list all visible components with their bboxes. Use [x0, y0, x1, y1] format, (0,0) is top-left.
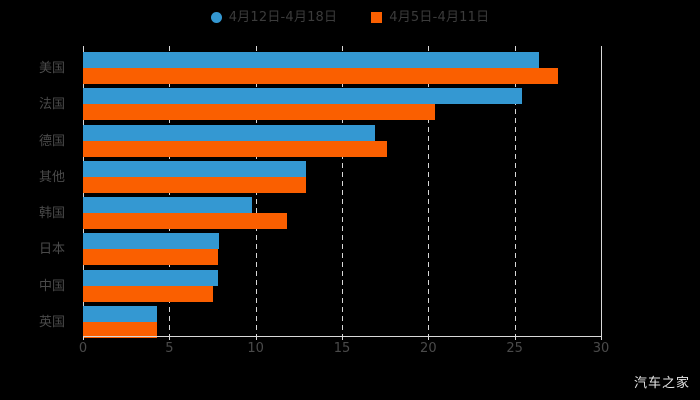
y-axis-label-3: 其他: [38, 169, 65, 185]
legend-item-0[interactable]: 4月12日-4月18日: [210, 9, 338, 25]
gridline-25: [514, 46, 516, 336]
gridline-30: [601, 46, 602, 336]
y-axis-label-5: 日本: [38, 242, 65, 258]
x-tick-mark-20: [428, 336, 430, 340]
y-axis-label-2: 德国: [38, 133, 65, 149]
bar-韩国-series1[interactable]: [83, 213, 287, 229]
x-axis-tick-label-1: 5: [165, 341, 174, 356]
bar-法国-series0[interactable]: [83, 88, 522, 105]
legend-swatch-square-icon: [371, 11, 383, 23]
x-tick-mark-0: [83, 336, 84, 340]
bar-其他-series1[interactable]: [83, 176, 306, 193]
x-axis-tick-label-6: 30: [592, 341, 610, 356]
legend-label: 4月12日-4月18日: [228, 9, 338, 25]
y-axis-labels: 美国法国德国其他韩国日本中国英国: [0, 46, 76, 336]
chart-legend: 4月12日-4月18日 4月5日-4月11日: [0, 6, 700, 28]
gridline-20: [428, 46, 430, 336]
legend-label: 4月5日-4月11日: [389, 9, 490, 25]
bar-韩国-series0[interactable]: [83, 197, 253, 213]
bar-日本-series0[interactable]: [83, 233, 220, 250]
y-axis-label-1: 法国: [38, 97, 65, 113]
x-tick-mark-10: [255, 336, 257, 340]
bar-德国-series1[interactable]: [83, 140, 387, 157]
y-axis-label-4: 韩国: [38, 206, 65, 221]
bar-德国-series0[interactable]: [83, 124, 375, 141]
y-axis-label-6: 中国: [38, 278, 65, 294]
watermark: 汽车之家: [633, 376, 690, 391]
legend-swatch-dot-icon: [210, 11, 222, 23]
legend-item-1[interactable]: 4月5日-4月11日: [371, 11, 489, 24]
x-axis-tick-label-2: 10: [247, 341, 264, 356]
plot-area: [83, 46, 602, 338]
x-axis-tick-label-0: 0: [78, 341, 88, 356]
bar-美国-series1[interactable]: [83, 68, 558, 84]
bar-英国-series0[interactable]: [83, 305, 158, 322]
bar-中国-series1[interactable]: [83, 285, 213, 302]
x-tick-mark-25: [514, 336, 516, 340]
bar-其他-series0[interactable]: [83, 160, 306, 177]
y-axis-label-7: 英国: [38, 314, 65, 330]
x-axis-tick-label-4: 20: [420, 341, 437, 356]
x-axis-tick-label-5: 25: [506, 341, 523, 356]
x-tick-mark-5: [169, 336, 171, 340]
bar-英国-series1[interactable]: [83, 321, 158, 338]
bar-中国-series0[interactable]: [83, 269, 218, 286]
y-axis-label-0: 美国: [38, 61, 65, 76]
x-tick-mark-30: [601, 336, 602, 340]
bar-法国-series1[interactable]: [83, 104, 436, 121]
x-axis-tick-label-3: 15: [333, 341, 351, 356]
bar-日本-series1[interactable]: [83, 249, 218, 266]
gridline-15: [342, 46, 343, 336]
x-tick-mark-15: [342, 336, 343, 340]
bar-美国-series0[interactable]: [83, 52, 539, 68]
